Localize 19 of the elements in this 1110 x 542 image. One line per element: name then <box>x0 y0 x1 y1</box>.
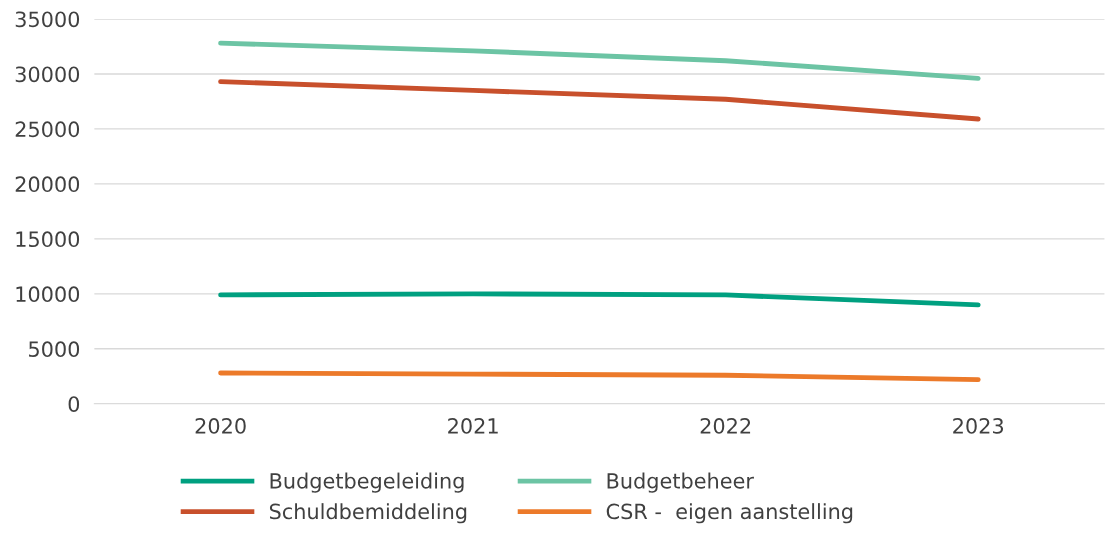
x-tick-label: 2020 <box>195 418 246 434</box>
y-tick-label: 25000 <box>15 121 80 138</box>
y-tick-label: 5000 <box>29 341 80 358</box>
x-tick-label: 2023 <box>953 418 1004 434</box>
legend-label: CSR - eigen aanstelling <box>606 503 853 524</box>
y-tick-label: 35000 <box>15 11 80 28</box>
x-tick-label: 2021 <box>448 418 498 434</box>
line-series <box>218 79 981 122</box>
y-tick-label: 0 <box>68 396 80 412</box>
line-series <box>218 40 981 81</box>
line-series <box>218 370 981 383</box>
legend-label: Budgetbegeleiding <box>270 472 464 493</box>
y-tick-label: 20000 <box>15 176 80 193</box>
legend-label: Schuldbemiddeling <box>269 503 467 524</box>
x-tick-label: 2022 <box>700 418 751 434</box>
legend-label: Budgetbeheer <box>607 472 754 493</box>
y-tick-label: 10000 <box>16 286 80 303</box>
y-tick-label: 15000 <box>16 231 80 248</box>
y-tick-label: 30000 <box>15 66 80 83</box>
